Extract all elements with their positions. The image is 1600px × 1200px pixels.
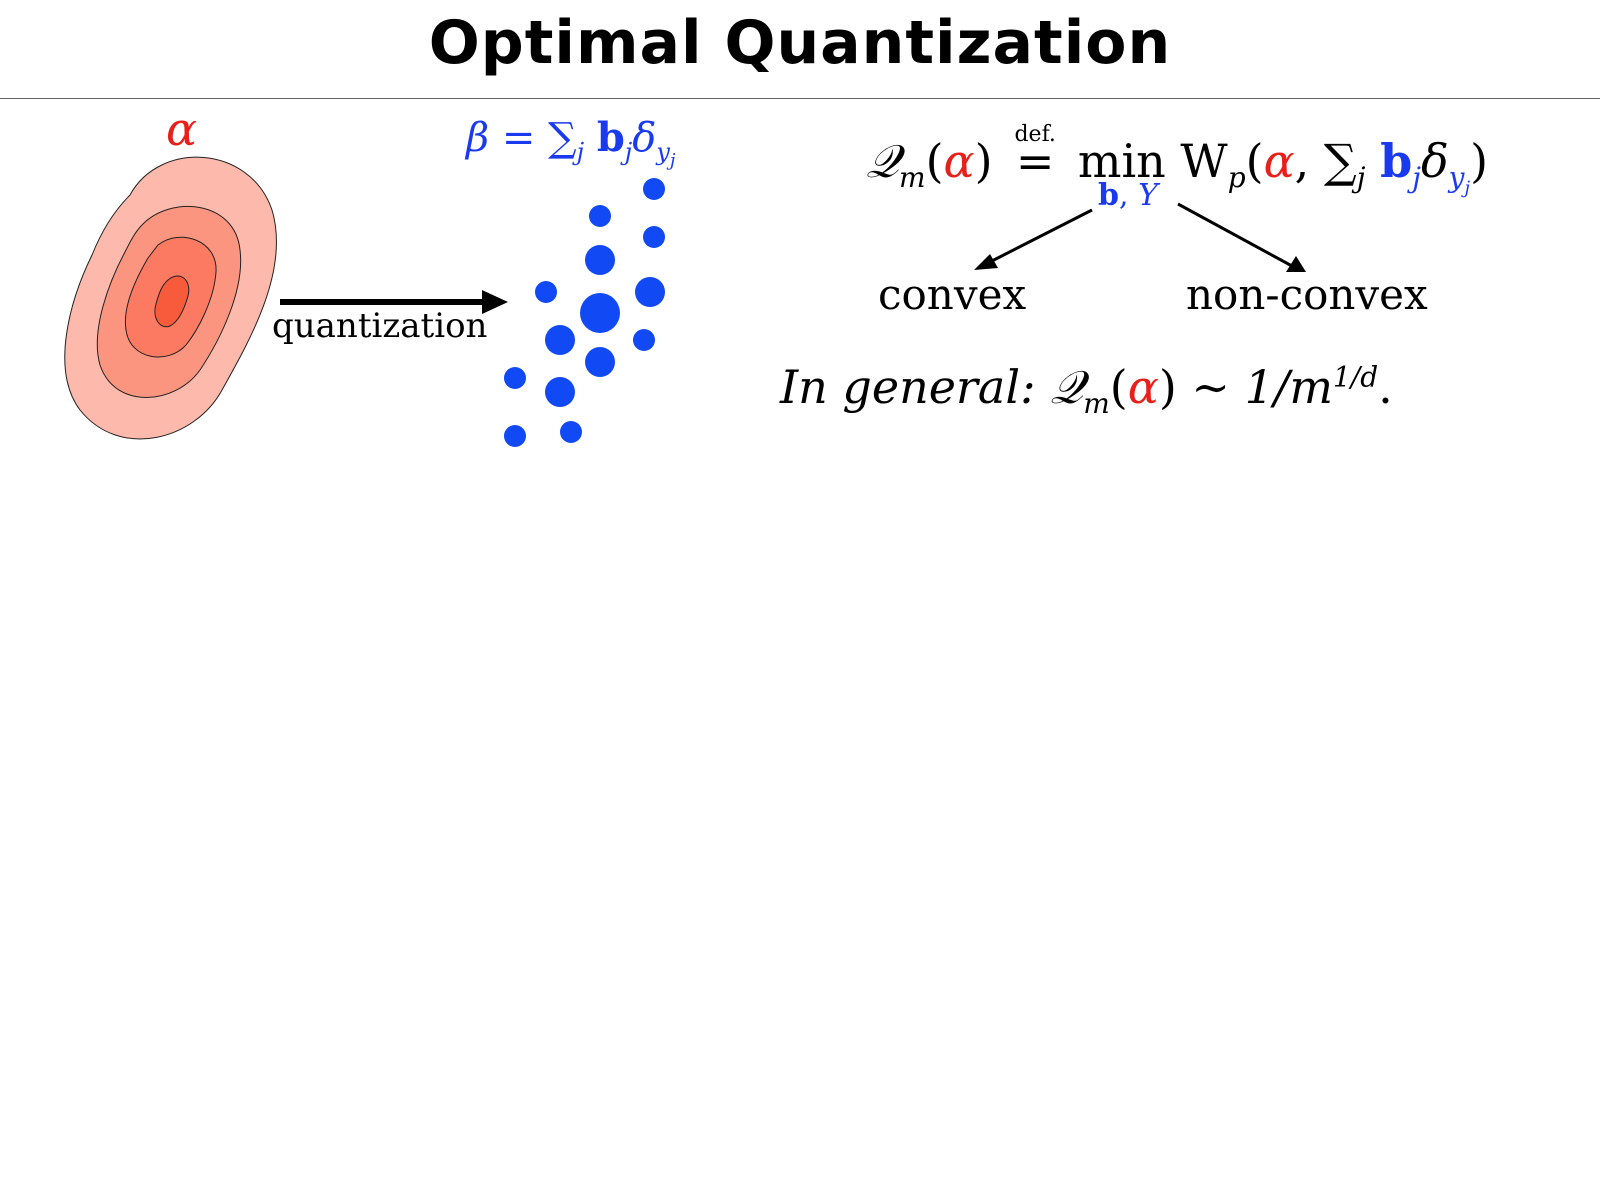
branch-convex: convex [878, 270, 1027, 319]
title-divider [0, 98, 1600, 99]
beta-label: β = ∑j bjδyj [466, 114, 676, 171]
quantization-formula: 𝒬m(α) def. = min Wp(α, ∑j bjδyj) [866, 122, 1489, 199]
dirac-point [633, 329, 655, 351]
dirac-point [580, 293, 620, 333]
branch-nonconvex: non-convex [1186, 270, 1428, 319]
slide-title: Optimal Quantization [428, 8, 1172, 78]
dirac-point [643, 178, 665, 200]
alpha-label: α [166, 102, 198, 156]
dirac-point [545, 325, 575, 355]
dirac-point [535, 281, 557, 303]
contour-core [154, 275, 190, 328]
dirac-point [589, 205, 611, 227]
alpha-density [64, 156, 277, 440]
beta-dots [504, 178, 665, 447]
dirac-point [504, 425, 526, 447]
dirac-point [545, 377, 575, 407]
arrow-to-nonconvex [1177, 202, 1293, 268]
quantization-arrowhead [482, 290, 508, 314]
dirac-point [560, 421, 582, 443]
arrowhead-nonconvex [1286, 256, 1306, 272]
arrowhead-convex [974, 254, 998, 270]
dirac-point [504, 367, 526, 389]
dirac-point [585, 245, 615, 275]
min-subscript: b, Y [1098, 178, 1158, 213]
general-rate: In general: 𝒬m(α) ∼ 1/m1/d. [780, 360, 1393, 421]
quantization-label: quantization [272, 306, 488, 346]
arrow-to-convex [985, 208, 1093, 266]
dirac-point [635, 277, 665, 307]
dirac-point [643, 226, 665, 248]
dirac-point [585, 347, 615, 377]
